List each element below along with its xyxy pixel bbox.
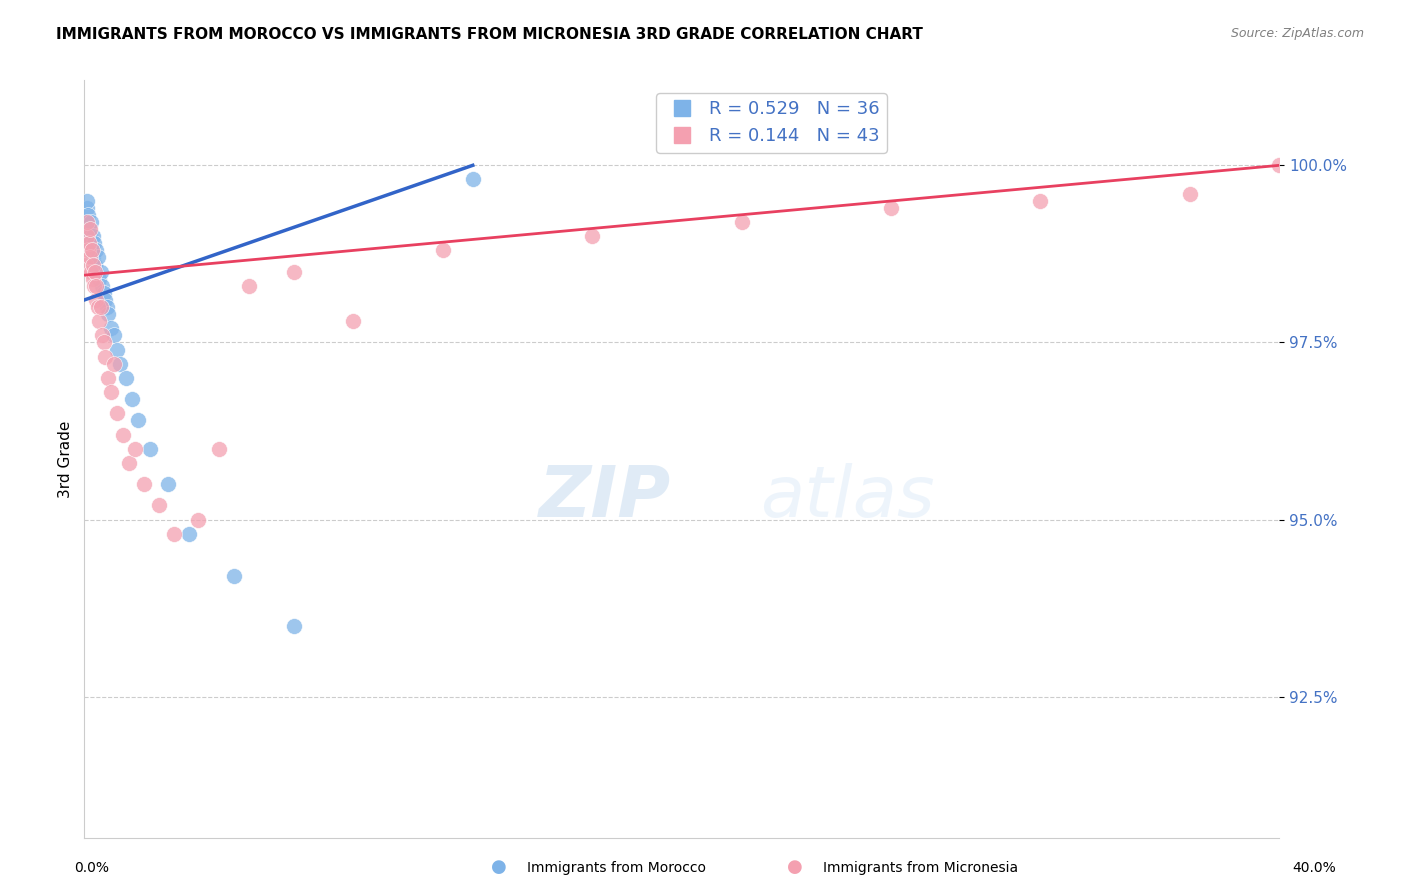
Point (127, 413, 149, 427)
Point (90, 300, 112, 314)
Point (83, 264, 105, 278)
Point (86, 264, 108, 278)
Point (86, 278, 108, 293)
Text: ●: ● (786, 858, 803, 876)
Point (79, 251, 101, 265)
Point (79, 236, 101, 251)
Point (222, 569, 245, 583)
Point (121, 392, 143, 406)
Text: Immigrants from Morocco: Immigrants from Morocco (527, 862, 706, 875)
Text: IMMIGRANTS FROM MOROCCO VS IMMIGRANTS FROM MICRONESIA 3RD GRADE CORRELATION CHAR: IMMIGRANTS FROM MOROCCO VS IMMIGRANTS FR… (56, 27, 924, 42)
Point (187, 513, 209, 527)
Point (139, 442, 162, 456)
Point (283, 264, 305, 278)
Point (1268, 158, 1291, 172)
Point (103, 357, 125, 371)
Point (77, 222, 100, 236)
Point (94, 293, 117, 307)
Point (80, 264, 103, 278)
Point (82, 271, 104, 285)
Point (80, 244, 103, 258)
Point (80, 215, 103, 229)
Point (148, 499, 170, 513)
Point (283, 619, 305, 633)
Point (177, 526, 200, 541)
Point (87, 300, 110, 314)
Point (118, 456, 141, 470)
Text: 0.0%: 0.0% (75, 862, 108, 875)
Point (83, 278, 105, 293)
Point (89, 314, 111, 328)
Point (89, 271, 111, 285)
Point (342, 314, 364, 328)
Point (82, 229, 104, 244)
Text: Immigrants from Micronesia: Immigrants from Micronesia (823, 862, 1018, 875)
Text: Source: ZipAtlas.com: Source: ZipAtlas.com (1230, 27, 1364, 40)
Point (84, 244, 107, 258)
Point (75, 258, 97, 272)
Point (83, 236, 105, 251)
Legend: R = 0.529   N = 36, R = 0.144   N = 43: R = 0.529 N = 36, R = 0.144 N = 43 (657, 93, 887, 153)
Point (80, 244, 103, 258)
Point (76, 194, 98, 208)
Point (96, 300, 118, 314)
Point (83, 258, 105, 272)
Text: 40.0%: 40.0% (1292, 862, 1337, 875)
Text: ●: ● (491, 858, 508, 876)
Point (132, 477, 156, 491)
Point (581, 229, 603, 244)
Point (112, 427, 135, 442)
Point (76, 215, 98, 229)
Point (79, 222, 101, 236)
Point (79, 229, 101, 244)
Point (97, 371, 120, 385)
Point (76, 229, 98, 244)
Point (77, 244, 100, 258)
Point (105, 343, 128, 357)
Point (208, 442, 231, 456)
Point (432, 244, 454, 258)
Point (115, 371, 138, 385)
Point (90, 264, 112, 278)
Point (105, 406, 128, 420)
Point (84, 293, 107, 307)
Point (103, 328, 125, 343)
Text: ZIP: ZIP (538, 463, 671, 532)
Point (238, 278, 260, 293)
Point (82, 258, 104, 272)
Point (880, 201, 903, 215)
Point (1178, 186, 1201, 201)
Text: atlas: atlas (759, 463, 934, 532)
Point (100, 385, 122, 400)
Point (77, 236, 100, 251)
Point (157, 477, 180, 491)
Y-axis label: 3rd Grade: 3rd Grade (58, 421, 73, 498)
Point (87, 251, 110, 265)
Point (731, 215, 754, 229)
Point (97, 307, 120, 321)
Point (75, 215, 97, 229)
Point (93, 285, 115, 300)
Point (163, 526, 186, 541)
Point (110, 357, 132, 371)
Point (461, 172, 484, 186)
Point (1029, 194, 1052, 208)
Point (91, 328, 114, 343)
Point (124, 442, 146, 456)
Point (76, 201, 98, 215)
Point (77, 208, 100, 222)
Point (93, 335, 115, 350)
Point (91, 278, 114, 293)
Point (82, 251, 104, 265)
Point (94, 350, 117, 364)
Point (100, 321, 122, 335)
